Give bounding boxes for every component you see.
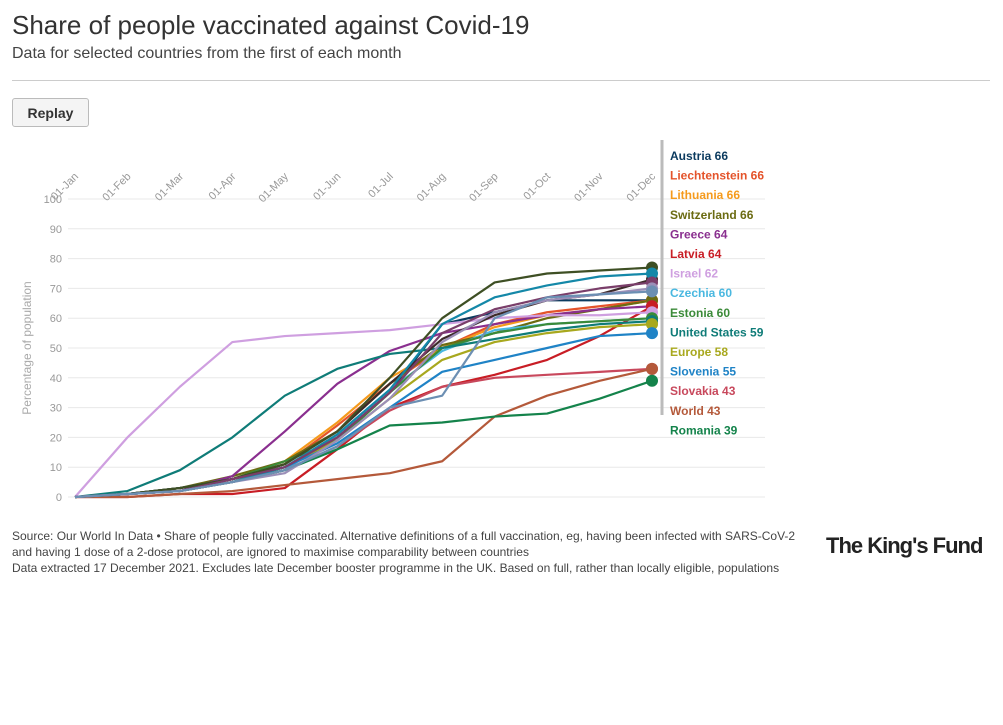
kings-fund-logo: The King's Fund xyxy=(826,533,983,558)
series-end-marker xyxy=(646,374,658,387)
legend-label: Lithuania 66 xyxy=(670,188,740,202)
x-axis-ticks: 01-Jan 01-Feb 01-Mar 01-Apr 01-May 01-Jun 01-J… xyxy=(49,170,659,205)
y-tick-label: 20 xyxy=(50,432,62,444)
series-line xyxy=(74,266,653,499)
x-tick-label: 01-Jul xyxy=(366,171,396,201)
replay-button[interactable]: Replay xyxy=(12,98,89,127)
legend-label: World 43 xyxy=(670,404,721,418)
chart-title: Share of people vaccinated against Covid… xyxy=(12,10,530,40)
chart-series-lines xyxy=(74,261,658,499)
series-line xyxy=(75,305,653,499)
series-end-marker xyxy=(646,285,658,298)
series-line xyxy=(75,367,653,499)
chart-legend: Austria 66 Liechtenstein 66 Lithuania 66 Sw… xyxy=(670,149,764,437)
series-end-marker xyxy=(646,362,658,375)
data-extraction-note: Data extracted 17 December 2021. Exclude… xyxy=(12,561,780,575)
y-tick-label: 50 xyxy=(50,343,62,355)
legend-label: Liechtenstein 66 xyxy=(670,169,764,183)
x-tick-label: 01-Apr xyxy=(207,170,239,202)
legend-label: Estonia 60 xyxy=(670,306,730,320)
legend-label: United States 59 xyxy=(670,325,764,339)
y-tick-label: 90 xyxy=(50,224,62,236)
y-tick-label: 60 xyxy=(50,313,62,325)
source-note: Source: Our World In Data • Share of peo… xyxy=(12,529,796,559)
y-tick-label: 30 xyxy=(50,403,62,415)
series-end-marker xyxy=(646,327,658,340)
series-line xyxy=(74,311,653,498)
series-line xyxy=(74,272,653,499)
y-tick-label: 10 xyxy=(50,462,62,474)
series-line xyxy=(74,379,653,499)
legend-label: Austria 66 xyxy=(670,149,728,163)
x-tick-label: 01-May xyxy=(257,170,292,205)
series-line xyxy=(74,323,653,499)
y-axis-label: Percentage of population xyxy=(20,281,34,414)
series-line xyxy=(74,305,653,499)
y-tick-label: 70 xyxy=(50,283,62,295)
legend-label: Israel 62 xyxy=(670,267,718,281)
legend-label: Czechia 60 xyxy=(670,286,732,300)
legend-label: Europe 58 xyxy=(670,345,728,359)
legend-label: Romania 39 xyxy=(670,423,738,437)
legend-label: Slovenia 55 xyxy=(670,365,736,379)
x-tick-label: 01-Oct xyxy=(521,171,553,203)
chart-footer: Source: Our World In Data • Share of peo… xyxy=(12,528,812,576)
y-tick-label: 40 xyxy=(50,373,62,385)
series-line xyxy=(74,287,653,499)
y-tick-label: 80 xyxy=(50,254,62,266)
y-tick-label: 100 xyxy=(44,194,62,206)
x-tick-label: 01-Jun xyxy=(311,171,343,203)
chart-subtitle: Data for selected countries from the fir… xyxy=(12,45,402,62)
y-axis-ticks: 0 10 20 30 40 50 60 70 80 90 100 xyxy=(44,194,62,504)
series-line xyxy=(74,320,653,499)
legend-label: Latvia 64 xyxy=(670,247,722,261)
y-tick-label: 0 xyxy=(56,492,62,504)
series-end-marker xyxy=(646,318,658,331)
line-chart: 01-Jan 01-Feb 01-Mar 01-Apr 01-May 01-Jun 01-J… xyxy=(20,140,765,504)
legend-label: Slovakia 43 xyxy=(670,384,736,398)
legend-label: Switzerland 66 xyxy=(670,208,754,222)
header-divider xyxy=(12,80,990,81)
legend-label: Greece 64 xyxy=(670,227,728,241)
series-end-marker xyxy=(646,267,658,280)
series-line xyxy=(74,290,653,499)
